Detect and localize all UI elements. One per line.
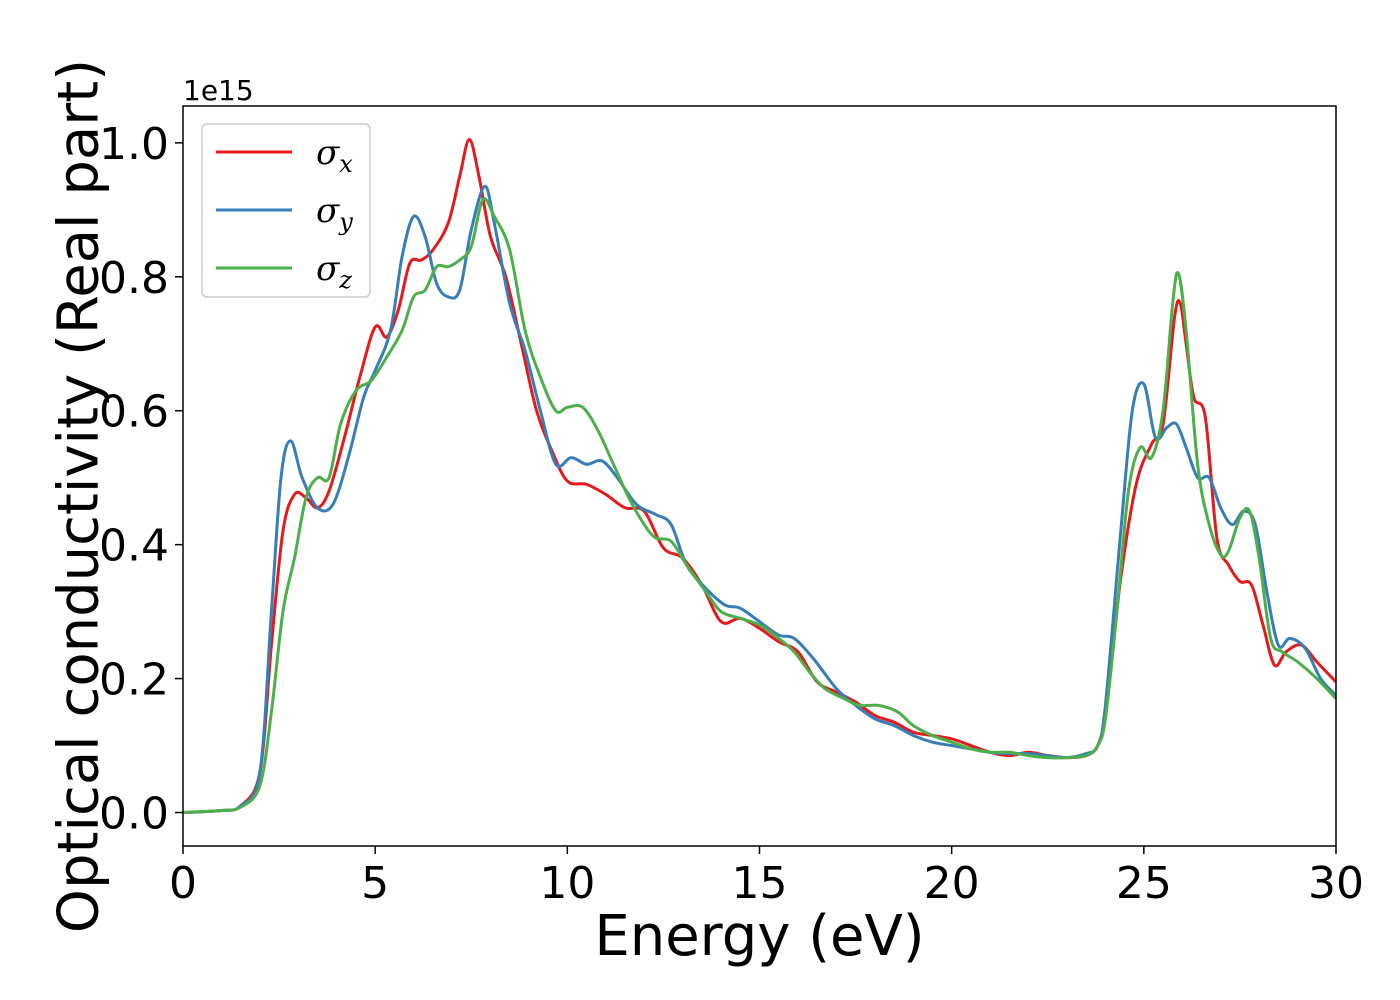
y-axis-title: Optical conductivity (Real part) xyxy=(47,59,112,933)
x-tick-label: 20 xyxy=(924,858,980,909)
x-tick-label: 10 xyxy=(539,858,595,909)
legend-label-z: σz xyxy=(316,249,352,294)
x-tick-label: 25 xyxy=(1116,858,1172,909)
y-tick-label: 0.4 xyxy=(99,521,169,572)
y-tick-label: 1.0 xyxy=(99,119,169,170)
x-tick-label: 5 xyxy=(361,858,389,909)
x-tick-label: 0 xyxy=(169,858,197,909)
x-tick-label: 15 xyxy=(732,858,788,909)
x-axis-title: Energy (eV) xyxy=(594,904,924,969)
legend-label-x: σx xyxy=(316,133,353,178)
legend-subscript: y xyxy=(338,208,353,236)
legend-symbol: σ xyxy=(316,191,340,231)
legend-label-y: σy xyxy=(316,191,353,236)
x-axis: 0 5 10 15 20 25 30 xyxy=(169,846,1364,909)
x-tick-label: 30 xyxy=(1308,858,1364,909)
series-line-x xyxy=(183,137,1336,815)
legend-symbol: σ xyxy=(316,133,340,173)
y-tick-label: 0.0 xyxy=(99,789,169,840)
series-line-z xyxy=(183,197,1336,815)
y-offset-label: 1e15 xyxy=(183,74,254,107)
y-tick-label: 0.8 xyxy=(99,253,169,304)
series-layer xyxy=(183,137,1336,815)
y-axis: 0.0 0.2 0.4 0.6 0.8 1.0 xyxy=(99,119,183,840)
y-tick-label: 0.2 xyxy=(99,655,169,706)
legend-symbol: σ xyxy=(316,249,340,289)
series-line-y xyxy=(183,184,1336,815)
legend-subscript: x xyxy=(339,150,353,178)
legend-subscript: z xyxy=(338,266,352,294)
y-tick-label: 0.6 xyxy=(99,387,169,438)
